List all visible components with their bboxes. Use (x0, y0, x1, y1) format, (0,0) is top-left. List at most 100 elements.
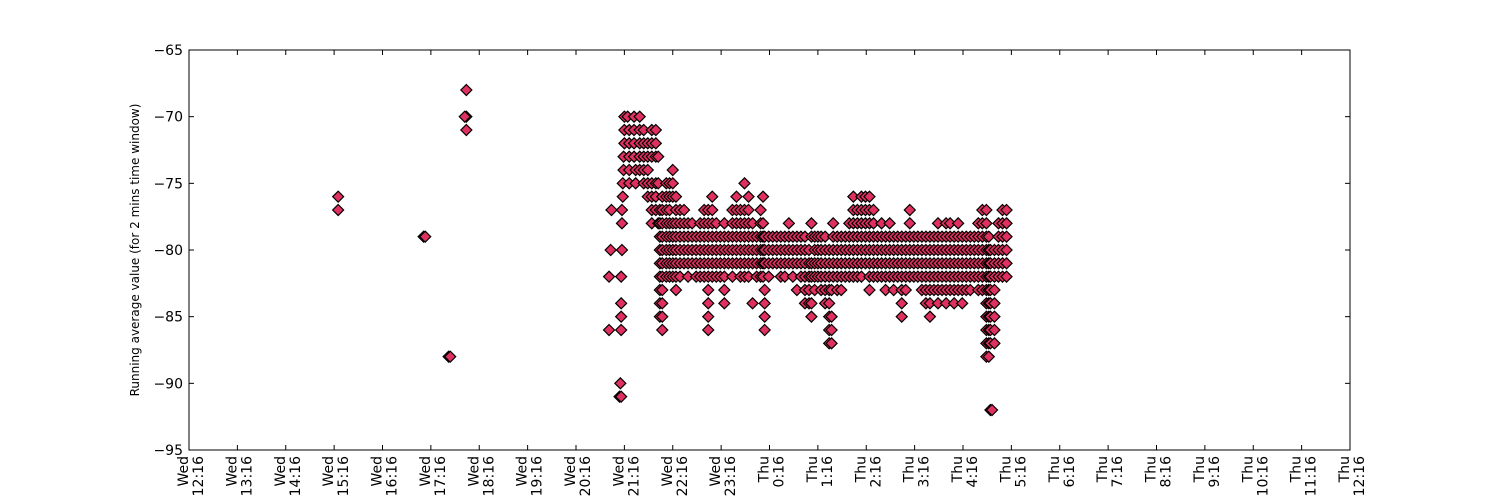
x-tick-label-day: Thu (853, 456, 869, 483)
data-point (633, 110, 647, 124)
data-points (331, 83, 1013, 417)
data-point (822, 296, 836, 310)
data-point (834, 283, 848, 297)
data-point (331, 190, 345, 204)
data-point (756, 216, 770, 230)
x-tick-label-day: Wed (611, 456, 627, 487)
data-point (805, 216, 818, 230)
data-point (701, 296, 715, 310)
data-point (951, 216, 965, 230)
x-tick-label-day: Thu (950, 456, 966, 483)
data-point (649, 123, 663, 137)
data-point (418, 230, 432, 244)
data-point (756, 190, 770, 204)
data-point (863, 190, 876, 204)
y-tick-label: −80 (153, 243, 183, 259)
data-point (758, 283, 772, 297)
x-tick-label-time: 0:16 (772, 456, 788, 488)
data-point (955, 296, 969, 310)
data-point (615, 203, 629, 217)
x-tick-label-day: Thu (1337, 456, 1353, 483)
y-tick-label: −90 (153, 376, 183, 392)
x-tick-label-time: 22:16 (675, 456, 691, 496)
y-tick-label: −85 (153, 310, 183, 326)
x-tick-label-time: 17:16 (433, 456, 449, 496)
data-point (614, 390, 628, 404)
data-point (701, 310, 715, 324)
data-point (754, 203, 767, 217)
data-point (980, 203, 993, 217)
x-tick-label-time: 13:16 (239, 456, 255, 496)
x-tick-label-time: 9:16 (1207, 456, 1223, 488)
data-point (614, 296, 628, 310)
data-point (988, 323, 1001, 337)
data-point (985, 403, 999, 417)
y-axis-label: Running average value (for 2 mins time w… (128, 104, 142, 397)
data-point (923, 310, 937, 324)
x-tick-label-time: 20:16 (578, 456, 594, 496)
x-tick-label-time: 10:16 (1255, 456, 1271, 496)
x-tick-label-time: 1:16 (820, 456, 836, 488)
x-axis: Wed 12:16 Wed 13:16 Wed 14:16 Wed 15:16 Wed 16:16… (176, 50, 1368, 496)
x-tick-label-time: 15:16 (336, 456, 352, 496)
data-point (730, 190, 743, 204)
data-point (895, 310, 909, 324)
data-point (988, 296, 1001, 310)
x-tick-label-day: Wed (660, 456, 676, 487)
x-tick-label-time: 19:16 (530, 456, 546, 496)
y-tick-label: −65 (153, 43, 183, 59)
x-tick-label-day: Thu (1144, 456, 1160, 483)
x-tick-label-day: Wed (563, 456, 579, 487)
x-tick-label-time: 11:16 (1304, 456, 1320, 496)
data-point (825, 336, 838, 350)
data-point (982, 350, 996, 364)
data-point (863, 283, 876, 297)
x-tick-label-day: Wed (708, 456, 724, 487)
data-point (641, 163, 655, 177)
x-tick-label-time: 4:16 (965, 456, 981, 488)
x-tick-label-time: 14:16 (288, 456, 304, 496)
data-point (742, 190, 755, 204)
x-tick-label-day: Wed (370, 456, 386, 487)
data-point (655, 296, 669, 310)
data-point (718, 283, 731, 297)
data-point (705, 203, 719, 217)
data-point (613, 376, 627, 390)
data-point (903, 203, 917, 217)
data-point (669, 190, 683, 204)
x-tick-label-time: 3:16 (917, 456, 933, 488)
data-point (331, 203, 345, 217)
x-tick-label-day: Wed (176, 456, 192, 487)
data-point (826, 216, 840, 230)
data-point (602, 270, 616, 284)
data-point (701, 283, 715, 297)
data-point (701, 323, 715, 337)
x-tick-label-time: 16:16 (385, 456, 401, 496)
x-tick-label-day: Thu (757, 456, 773, 483)
data-point (758, 310, 772, 324)
data-point (669, 283, 683, 297)
data-point (677, 203, 691, 217)
data-point (651, 150, 665, 164)
data-point (758, 323, 772, 337)
x-tick-label-day: Thu (1047, 456, 1063, 483)
x-tick-label-day: Wed (321, 456, 337, 487)
data-point (988, 310, 1001, 324)
x-tick-label-time: 12:16 (191, 456, 207, 496)
data-point (1000, 243, 1013, 257)
x-tick-label-time: 7:16 (1110, 456, 1126, 488)
x-tick-label-day: Thu (1289, 456, 1305, 483)
data-point (758, 296, 772, 310)
x-tick-label-time: 5:16 (1013, 456, 1029, 488)
x-tick-label-time: 23:16 (723, 456, 739, 496)
data-point (980, 216, 993, 230)
data-point (1000, 230, 1013, 244)
data-point (982, 230, 996, 244)
data-point (899, 283, 913, 297)
y-tick-label: −75 (153, 176, 183, 192)
data-point (903, 216, 917, 230)
data-point (614, 323, 628, 337)
data-point (655, 283, 669, 297)
data-point (616, 190, 630, 204)
data-point (805, 310, 818, 324)
